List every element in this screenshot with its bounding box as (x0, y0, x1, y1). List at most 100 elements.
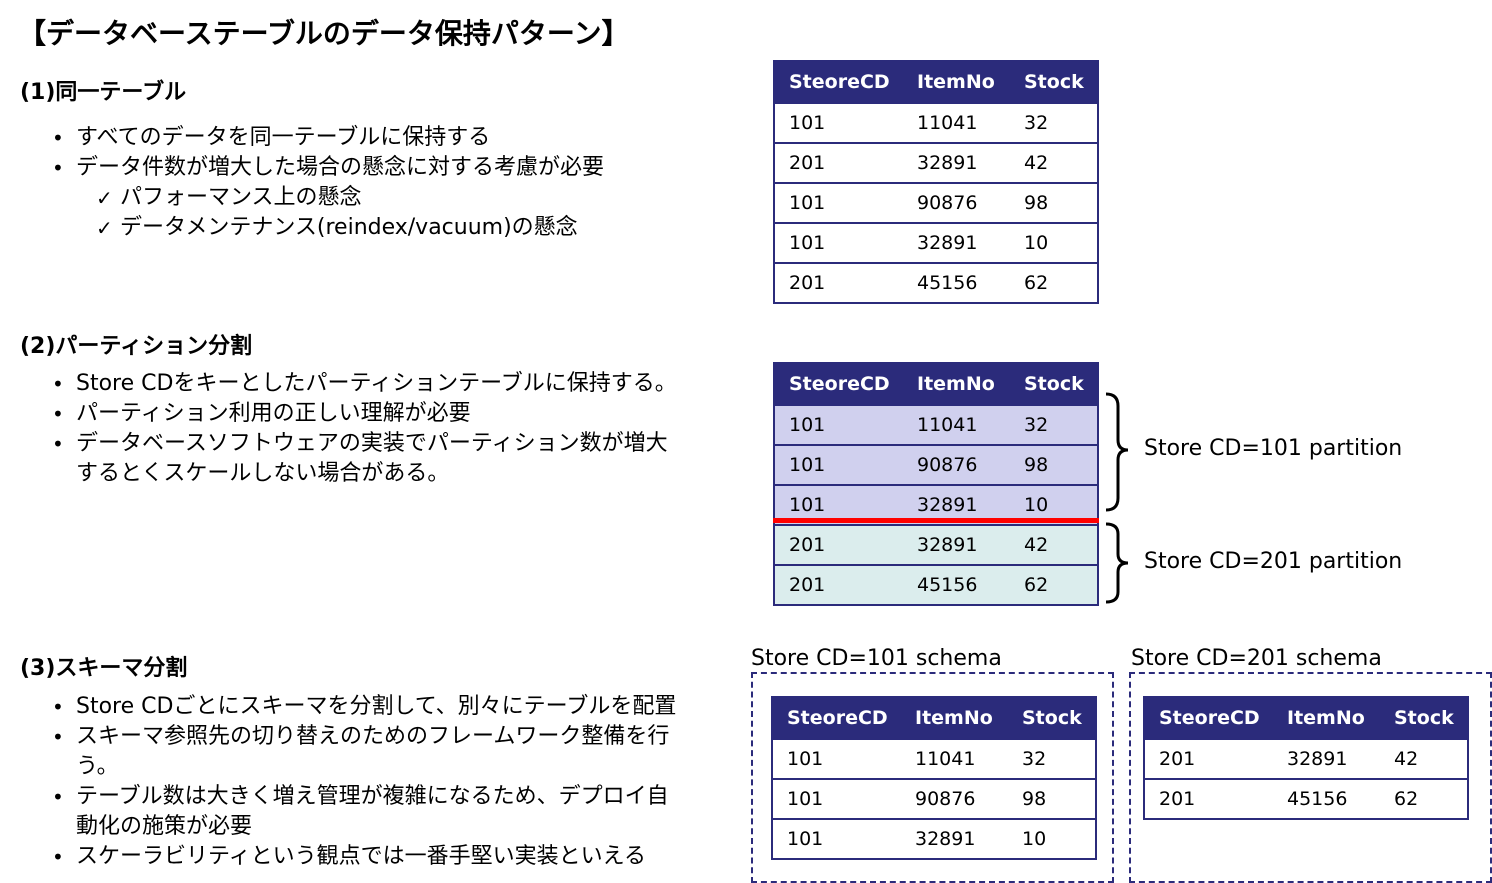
section1-heading: (1)同一テーブル (20, 80, 187, 105)
column-header: SteoreCD (774, 61, 903, 103)
column-header: Stock (1010, 61, 1098, 103)
cell: 101 (774, 182, 903, 223)
cell: 32 (1010, 102, 1098, 143)
table-header-row: SteoreCD ItemNo Stock (772, 697, 1096, 739)
column-header: SteoreCD (1144, 697, 1273, 739)
table-schema-201: SteoreCD ItemNo Stock 201 32891 42 201 4515… (1143, 696, 1469, 820)
section2-bullets: Store CDをキーとしたパーティションテーブルに保持する。 パーティション利… (48, 369, 688, 489)
cell: 98 (1008, 778, 1096, 819)
section3-bullet: スキーマ参照先の切り替えのためのフレームワーク整備を行う。 (48, 722, 688, 782)
cell: 62 (1010, 262, 1098, 303)
section2-bullet: Store CDをキーとしたパーティションテーブルに保持する。 (48, 369, 688, 399)
cell: 101 (774, 102, 903, 143)
cell: 101 (772, 818, 901, 859)
section3-heading: (3)スキーマ分割 (20, 656, 188, 681)
table-header-row: SteoreCD ItemNo Stock (774, 363, 1098, 405)
cell: 62 (1010, 564, 1098, 605)
cell: 201 (774, 564, 903, 605)
cell: 101 (774, 222, 903, 263)
cell: 62 (1380, 778, 1468, 819)
partition-201-label: Store CD=201 partition (1144, 549, 1403, 574)
cell: 90876 (903, 444, 1010, 485)
brace-101-icon (1105, 392, 1129, 512)
cell: 98 (1010, 182, 1098, 223)
partition-divider (773, 518, 1099, 523)
table-row-partition-201: 201 32891 42 (774, 524, 1098, 565)
column-header: SteoreCD (774, 363, 903, 405)
cell: 42 (1010, 142, 1098, 183)
cell: 32 (1010, 404, 1098, 445)
section2-bullet: データベースソフトウェアの実装でパーティション数が増大するとくスケールしない場合… (48, 429, 688, 489)
column-header: Stock (1008, 697, 1096, 739)
cell: 201 (1144, 738, 1273, 779)
table-row: 101 11041 32 (774, 102, 1098, 143)
section3-bullet: テーブル数は大きく増え管理が複雑になるため、デプロイ自動化の施策が必要 (48, 782, 688, 842)
cell: 11041 (901, 738, 1008, 779)
section3-bullet: Store CDごとにスキーマを分割して、別々にテーブルを配置 (48, 692, 688, 722)
column-header: Stock (1010, 363, 1098, 405)
table-row: 101 90876 98 (774, 182, 1098, 223)
brace-201-icon (1105, 522, 1129, 604)
cell: 101 (774, 444, 903, 485)
cell: 90876 (903, 182, 1010, 223)
table-row: 201 45156 62 (1144, 778, 1468, 819)
cell: 45156 (903, 564, 1010, 605)
section1-subbullet: パフォーマンス上の懸念 (94, 183, 728, 213)
table-row-partition-201: 201 45156 62 (774, 564, 1098, 605)
column-header: ItemNo (903, 363, 1010, 405)
column-header: Stock (1380, 697, 1468, 739)
table-row: 201 32891 42 (1144, 738, 1468, 779)
table-row: 101 32891 10 (774, 222, 1098, 263)
cell: 32 (1008, 738, 1096, 779)
section2-bullet: パーティション利用の正しい理解が必要 (48, 399, 688, 429)
cell: 11041 (903, 404, 1010, 445)
table-partition: SteoreCD ItemNo Stock 101 11041 32 101 9087… (773, 362, 1099, 606)
section1-bullets: すべてのデータを同一テーブルに保持する データ件数が増大した場合の懸念に対する考… (48, 123, 728, 243)
cell: 101 (772, 778, 901, 819)
section1-subbullet: データメンテナンス(reindex/vacuum)の懸念 (94, 213, 728, 243)
cell: 201 (774, 524, 903, 565)
schema-201-label: Store CD=201 schema (1131, 646, 1382, 671)
cell: 90876 (901, 778, 1008, 819)
cell: 45156 (903, 262, 1010, 303)
table-row: 201 32891 42 (774, 142, 1098, 183)
table-schema-101: SteoreCD ItemNo Stock 101 11041 32 101 9087… (771, 696, 1097, 860)
table-header-row: SteoreCD ItemNo Stock (1144, 697, 1468, 739)
page-title: 【データベーステーブルのデータ保持パターン】 (18, 17, 630, 50)
cell: 98 (1010, 444, 1098, 485)
table-row: 101 90876 98 (772, 778, 1096, 819)
cell: 32891 (901, 818, 1008, 859)
partition-101-label: Store CD=101 partition (1144, 436, 1403, 461)
cell: 101 (774, 404, 903, 445)
column-header: ItemNo (901, 697, 1008, 739)
cell: 32891 (903, 524, 1010, 565)
cell: 45156 (1273, 778, 1380, 819)
column-header: ItemNo (1273, 697, 1380, 739)
column-header: SteoreCD (772, 697, 901, 739)
cell: 10 (1010, 222, 1098, 263)
cell: 11041 (903, 102, 1010, 143)
cell: 32891 (903, 142, 1010, 183)
cell: 42 (1010, 524, 1098, 565)
table-row-partition-101: 101 90876 98 (774, 444, 1098, 485)
cell: 42 (1380, 738, 1468, 779)
section1-bullet: データ件数が増大した場合の懸念に対する考慮が必要 (48, 153, 728, 183)
cell: 201 (774, 262, 903, 303)
section3-bullet: スケーラビリティという観点では一番手堅い実装といえる (48, 842, 688, 872)
table-row-partition-101: 101 11041 32 (774, 404, 1098, 445)
table-row: 101 11041 32 (772, 738, 1096, 779)
table-header-row: SteoreCD ItemNo Stock (774, 61, 1098, 103)
table-row: 101 32891 10 (772, 818, 1096, 859)
cell: 101 (772, 738, 901, 779)
cell: 201 (774, 142, 903, 183)
column-header: ItemNo (903, 61, 1010, 103)
section1-bullet: すべてのデータを同一テーブルに保持する (48, 123, 728, 153)
table-same: SteoreCD ItemNo Stock 101 11041 32 201 3289… (773, 60, 1099, 304)
section2-heading: (2)パーティション分割 (20, 334, 253, 359)
table-row: 201 45156 62 (774, 262, 1098, 303)
cell: 201 (1144, 778, 1273, 819)
cell: 32891 (1273, 738, 1380, 779)
schema-101-label: Store CD=101 schema (751, 646, 1002, 671)
cell: 10 (1008, 818, 1096, 859)
cell: 32891 (903, 222, 1010, 263)
